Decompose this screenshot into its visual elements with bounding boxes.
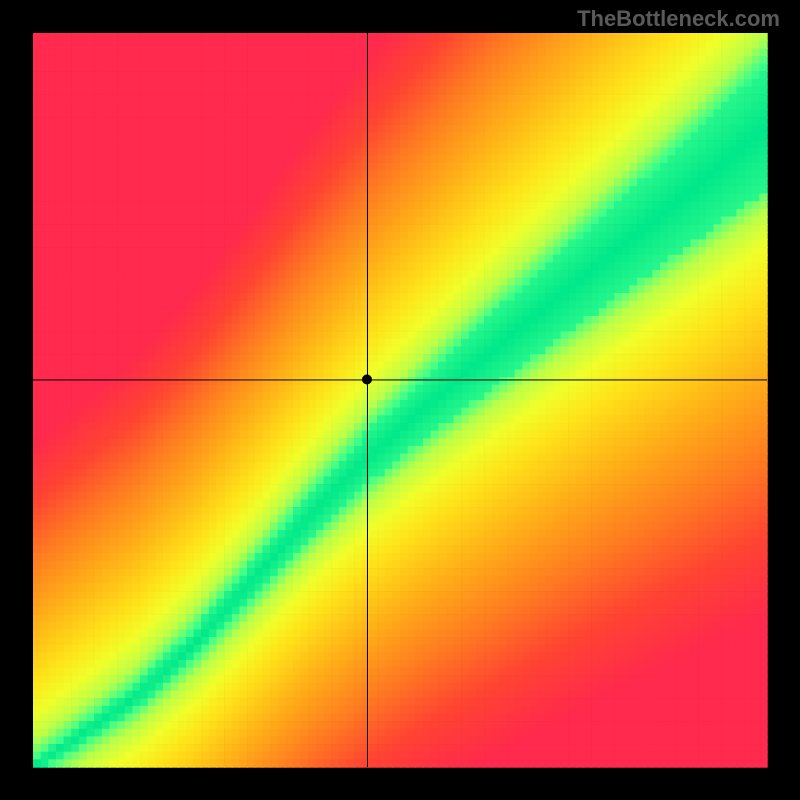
- bottleneck-heatmap: [0, 0, 800, 800]
- chart-container: TheBottleneck.com: [0, 0, 800, 800]
- watermark-text: TheBottleneck.com: [577, 6, 780, 32]
